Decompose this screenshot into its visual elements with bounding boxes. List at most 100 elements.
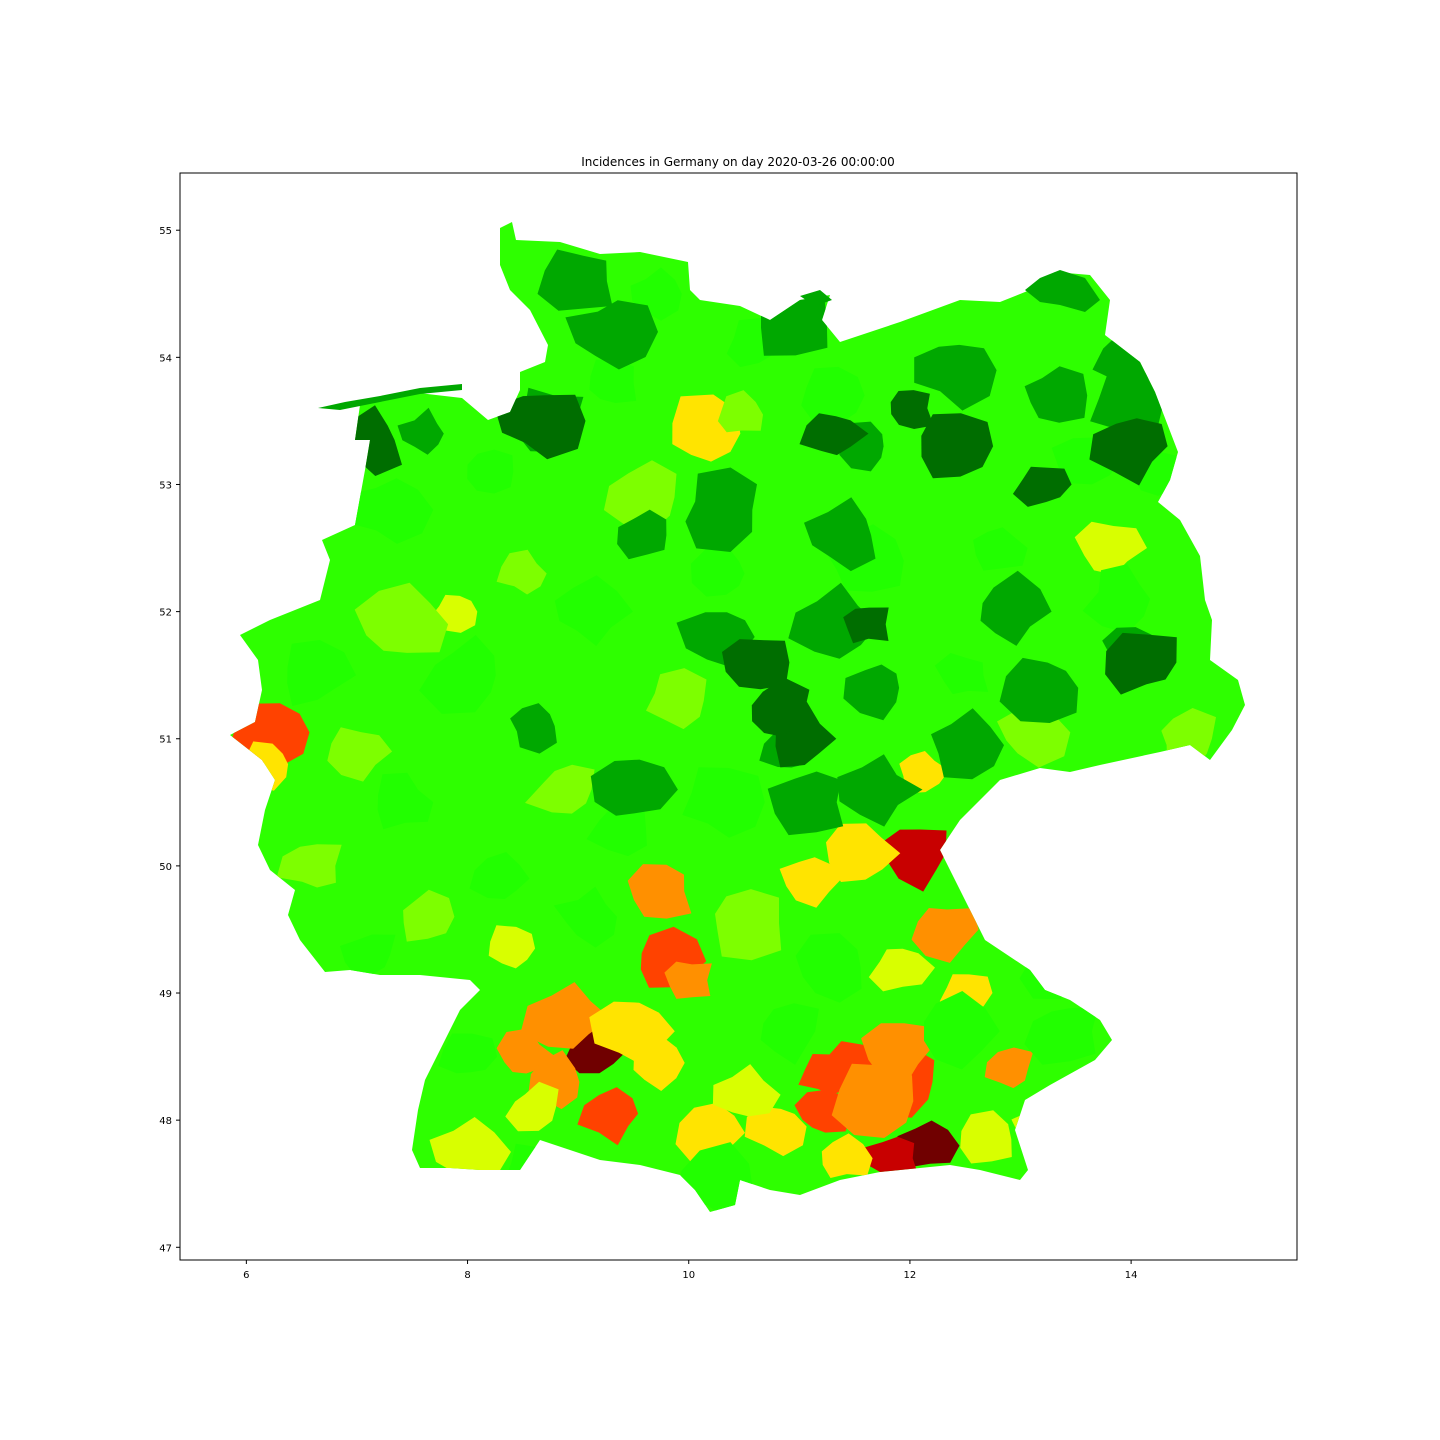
region-dark_green-110 xyxy=(799,413,869,456)
region-green-88 xyxy=(914,344,997,411)
x-axis: 6 8 10 12 14 xyxy=(243,1260,1137,1281)
region-orange-11 xyxy=(496,1028,556,1074)
region-orange-19 xyxy=(520,982,611,1049)
region-orange-15 xyxy=(984,1047,1034,1089)
y-tick-label: 55 xyxy=(159,226,172,237)
region-lime-41 xyxy=(496,549,547,595)
x-tick-label: 8 xyxy=(464,1270,470,1281)
region-bright_green-60 xyxy=(377,772,434,830)
fehmarn-island xyxy=(800,290,832,306)
region-yellow-22 xyxy=(826,823,901,882)
region-green-105 xyxy=(837,754,923,827)
region-orange-17 xyxy=(831,1063,914,1138)
region-orange-13 xyxy=(664,961,712,999)
region-red-3 xyxy=(881,829,947,892)
region-yellow_green-37 xyxy=(488,925,536,969)
region-bright_green-69 xyxy=(973,527,1028,571)
region-green-102 xyxy=(510,703,557,754)
y-axis: 47 48 49 50 51 52 53 54 55 xyxy=(159,226,180,1254)
region-lime-45 xyxy=(403,889,455,942)
chart-title: Incidences in Germany on day 2020-03-26 … xyxy=(581,155,895,169)
region-dark_green-117 xyxy=(722,639,790,690)
region-yellow_green-32 xyxy=(712,1064,781,1117)
region-bright_green-76 xyxy=(760,1003,819,1065)
region-bright_green-61 xyxy=(469,852,530,899)
region-red_orange-4 xyxy=(577,1087,639,1146)
region-bright_green-79 xyxy=(1024,1006,1099,1065)
region-bright_green-67 xyxy=(690,546,745,597)
region-lime-40 xyxy=(717,390,763,433)
region-bright_green-62 xyxy=(339,934,396,975)
region-green-91 xyxy=(1090,368,1163,436)
region-yellow-27 xyxy=(589,1001,675,1065)
region-dark_green-107 xyxy=(921,413,994,479)
region-lime-47 xyxy=(646,668,707,730)
region-yellow_green-33 xyxy=(505,1081,559,1132)
region-dark_green-111 xyxy=(890,390,934,429)
region-green-82 xyxy=(565,300,658,370)
region-green-96 xyxy=(843,664,900,721)
region-yellow-25 xyxy=(744,1107,807,1157)
region-bright_green-63 xyxy=(553,886,617,948)
y-tick-label: 49 xyxy=(159,989,172,1000)
region-bright_green-80 xyxy=(924,991,1000,1070)
region-lime-48 xyxy=(715,889,782,961)
region-dark_green-114 xyxy=(494,394,586,460)
region-yellow_green-39 xyxy=(1074,521,1147,575)
region-dark_green-113 xyxy=(751,677,810,737)
x-tick-label: 6 xyxy=(243,1270,249,1281)
region-green-99 xyxy=(931,708,1004,780)
region-dark_green-108 xyxy=(1012,466,1072,507)
region-bright_green-53 xyxy=(467,449,514,494)
region-lime-42 xyxy=(354,582,449,653)
ruegen-island xyxy=(1025,270,1100,312)
region-dark_green-116 xyxy=(843,607,889,644)
y-tick-label: 47 xyxy=(159,1243,172,1254)
region-dark_green-118 xyxy=(1105,632,1177,695)
region-dark_green-109 xyxy=(1089,418,1168,486)
region-bright_green-52 xyxy=(344,478,434,544)
y-tick-label: 48 xyxy=(159,1116,172,1127)
region-yellow-24 xyxy=(821,1133,873,1178)
region-bright_green-54 xyxy=(589,359,637,403)
region-red_orange-9 xyxy=(798,1054,849,1096)
y-tick-label: 52 xyxy=(159,608,172,619)
y-tick-label: 50 xyxy=(159,862,172,873)
region-orange-14 xyxy=(911,908,979,963)
region-lime-43 xyxy=(327,727,393,782)
region-bright_green-70 xyxy=(1082,564,1151,634)
region-green-92 xyxy=(685,467,757,552)
x-tick-label: 10 xyxy=(682,1270,695,1281)
region-lime-44 xyxy=(276,844,342,888)
x-tick-label: 12 xyxy=(904,1270,917,1281)
region-bright_green-64 xyxy=(586,801,647,857)
region-bright_green-58 xyxy=(419,635,496,714)
y-tick-label: 51 xyxy=(159,735,172,746)
region-green-104 xyxy=(767,771,844,836)
region-bright_green-66 xyxy=(554,575,633,646)
y-tick-label: 54 xyxy=(159,353,172,364)
north-sea-islands xyxy=(318,384,462,410)
region-bright_green-57 xyxy=(801,366,865,425)
region-yellow-23 xyxy=(899,751,949,794)
region-bright_green-59 xyxy=(287,640,357,706)
region-yellow-21 xyxy=(779,857,842,908)
region-lime-51 xyxy=(603,460,677,533)
region-lime-46 xyxy=(525,764,595,814)
region-yellow_green-35 xyxy=(868,948,935,992)
region-bright_green-65 xyxy=(682,767,765,838)
y-tick-label: 53 xyxy=(159,480,172,491)
region-green-84 xyxy=(397,407,444,455)
region-green-93 xyxy=(617,509,667,560)
region-green-85 xyxy=(537,249,613,311)
region-green-89 xyxy=(1024,366,1088,423)
region-green-100 xyxy=(999,657,1079,723)
region-green-94 xyxy=(804,497,876,572)
region-bright_green-71 xyxy=(934,653,989,695)
axes-frame xyxy=(179,172,1298,1261)
region-bright_green-81 xyxy=(438,1033,498,1074)
x-tick-label: 14 xyxy=(1125,1270,1138,1281)
region-bright_green-77 xyxy=(795,933,862,1003)
region-green-103 xyxy=(590,759,678,816)
